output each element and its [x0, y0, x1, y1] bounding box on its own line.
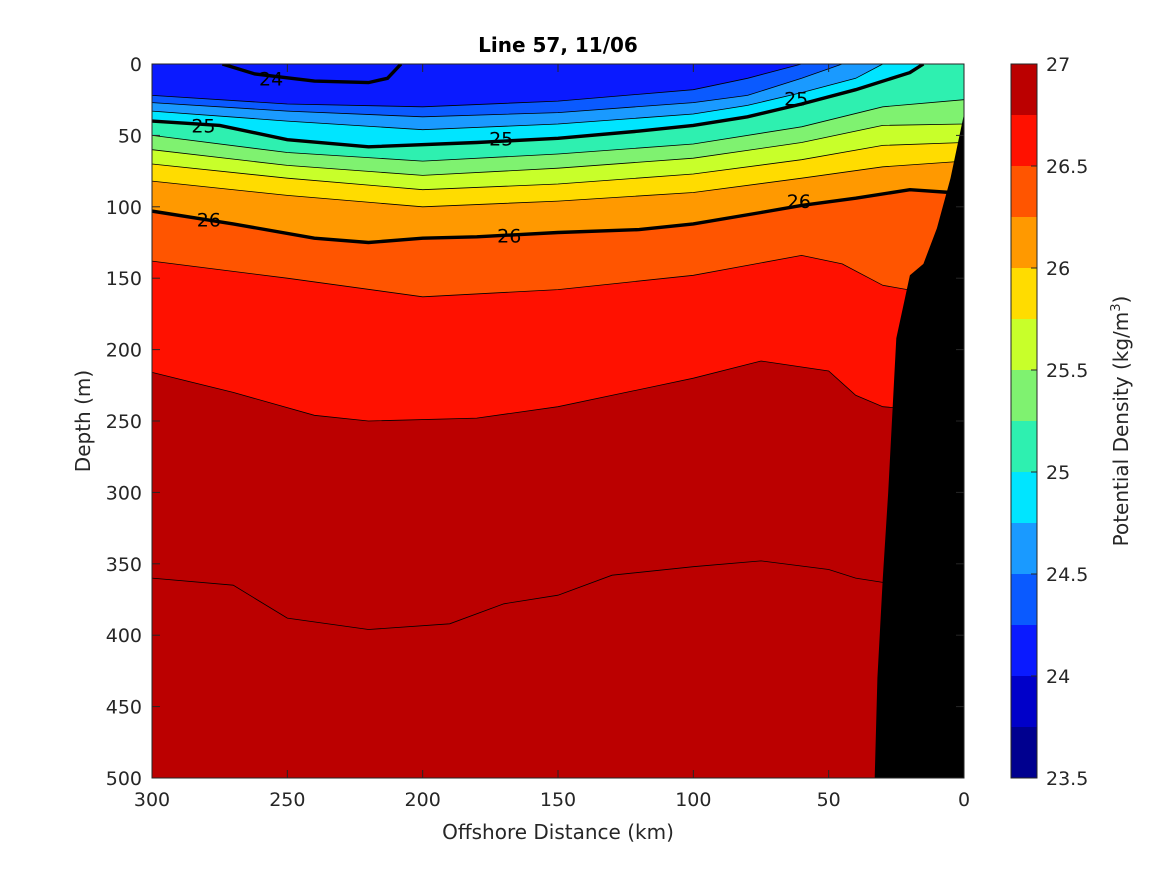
y-tick-label: 100 — [106, 197, 142, 219]
colorbar-segment — [1011, 421, 1037, 472]
x-tick-label: 50 — [817, 789, 841, 811]
y-tick-label: 300 — [106, 482, 142, 504]
colorbar-tick-label: 25 — [1046, 462, 1070, 484]
contour-label: 25 — [784, 88, 808, 110]
colorbar-tick-label: 25.5 — [1046, 360, 1088, 382]
colorbar-segment — [1011, 574, 1037, 625]
colorbar-label: Potential Density (kg/m3) — [1109, 296, 1133, 547]
colorbar-label-main: Potential Density (kg/m — [1109, 312, 1133, 547]
x-tick-label: 250 — [269, 789, 305, 811]
contour-line-26 — [152, 160, 964, 208]
colorbar-segment — [1011, 472, 1037, 523]
chart-title: Line 57, 11/06 — [478, 33, 638, 57]
colorbar-tick-label: 24 — [1046, 666, 1070, 688]
y-axis-label: Depth (m) — [71, 370, 95, 472]
y-tick-label: 400 — [106, 625, 142, 647]
colorbar — [1010, 63, 1038, 779]
colorbar-tick-label: 26.5 — [1046, 156, 1088, 178]
contour-line-27 — [152, 560, 964, 630]
contour-label-layer: 24 25 25 25 26 26 26 — [191, 68, 811, 247]
bathymetry-shelf — [874, 114, 964, 778]
contour-line-25-5 — [152, 123, 964, 176]
colorbar-label-sup: 3 — [1109, 303, 1124, 311]
x-axis-label: Offshore Distance (km) — [442, 820, 674, 844]
contour-label: 25 — [191, 115, 215, 137]
x-tick-label: 0 — [958, 789, 970, 811]
labeled-contour-26 — [152, 187, 964, 245]
colorbar-segment — [1011, 268, 1037, 319]
contour-label: 25 — [489, 128, 513, 150]
labeled-contour-25 — [152, 64, 925, 149]
colorbar-label-end: ) — [1109, 296, 1133, 304]
contour-label: 26 — [497, 225, 521, 247]
colorbar-segment — [1011, 217, 1037, 268]
contour-label: 26 — [787, 191, 811, 213]
colorbar-segment — [1011, 166, 1037, 217]
contour-line-24-75 — [152, 64, 883, 131]
x-tick-label: 100 — [675, 789, 711, 811]
y-tick-label: 0 — [130, 54, 142, 76]
y-tick-label: 200 — [106, 340, 142, 362]
colorbar-tick-label: 27 — [1046, 54, 1070, 76]
contour-line-25-25 — [152, 99, 964, 162]
contour-line-24-25 — [152, 64, 802, 108]
contour-label: 24 — [259, 68, 283, 90]
colorbar-segment — [1011, 676, 1037, 727]
colorbar-segment — [1011, 319, 1037, 370]
y-axis: 0 50 100 150 200 250 300 350 400 450 500 — [106, 54, 964, 790]
y-tick-label: 450 — [106, 697, 142, 719]
contour-line-26-75 — [152, 360, 964, 422]
colorbar-segment — [1011, 523, 1037, 574]
colorbar-segment — [1011, 625, 1037, 676]
x-tick-label: 150 — [540, 789, 576, 811]
y-tick-label: 250 — [106, 411, 142, 433]
y-tick-label: 500 — [106, 768, 142, 790]
contour-line-24-5 — [152, 64, 843, 118]
y-tick-label: 350 — [106, 554, 142, 576]
colorbar-segment — [1011, 370, 1037, 421]
colorbar-segment — [1011, 115, 1037, 166]
x-tick-label: 300 — [134, 789, 170, 811]
colorbar-segment — [1011, 64, 1037, 115]
y-tick-label: 150 — [106, 268, 142, 290]
contour-line-26-5 — [152, 254, 964, 300]
y-tick-label: 50 — [118, 125, 142, 147]
contour-plot-area — [152, 64, 964, 778]
colorbar-tick-label: 24.5 — [1046, 564, 1088, 586]
x-tick-label: 200 — [405, 789, 441, 811]
contour-line-25-75 — [152, 142, 964, 191]
colorbar-ticks: 27 26.5 26 25.5 25 24.5 24 23.5 — [1031, 54, 1088, 790]
contour-label: 26 — [197, 210, 221, 232]
colorbar-tick-label: 23.5 — [1046, 768, 1088, 790]
colorbar-segment — [1011, 727, 1037, 778]
x-axis: 300 250 200 150 100 50 0 — [134, 64, 970, 811]
labeled-contour-24 — [221, 64, 403, 85]
colorbar-tick-label: 26 — [1046, 258, 1070, 280]
colorbar-frame — [1010, 63, 1038, 779]
